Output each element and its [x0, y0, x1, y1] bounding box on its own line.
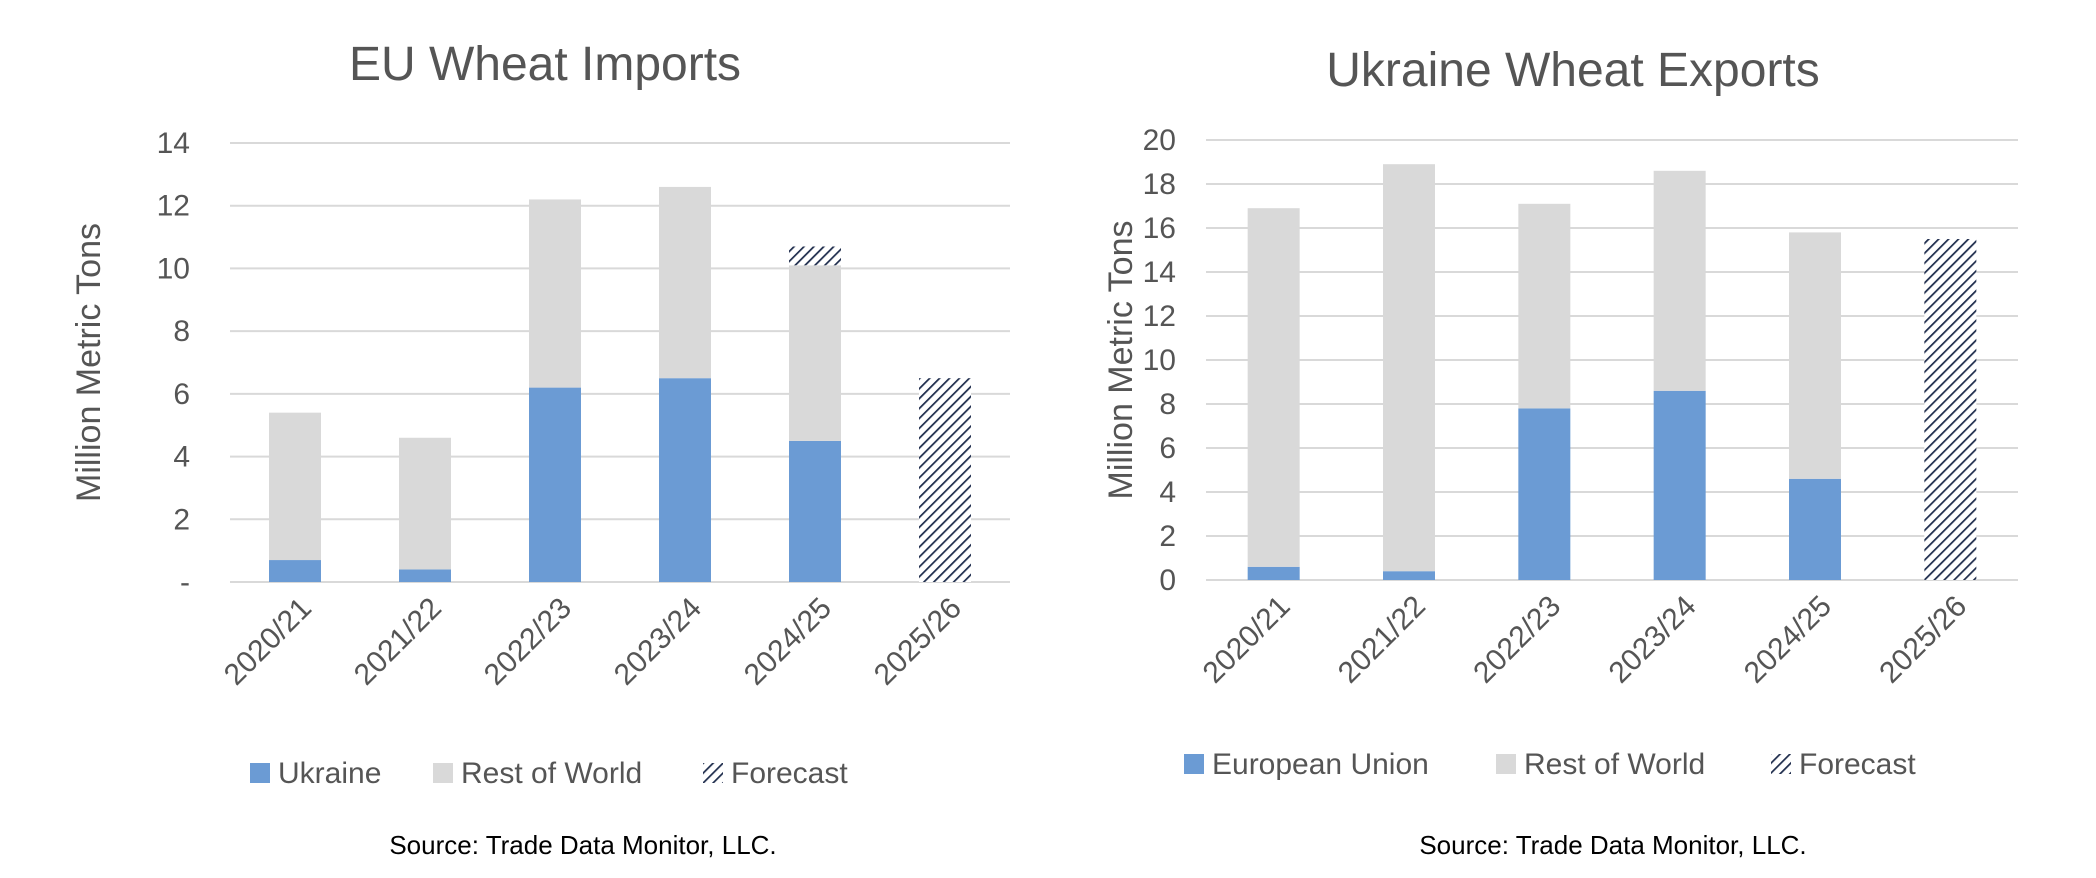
y-tick-label: 18 [1143, 168, 1176, 201]
bar-rest-of-world [659, 186, 711, 379]
legend-swatch [250, 763, 270, 783]
x-tick-label: 2020/21 [218, 592, 318, 692]
bar-ukraine [659, 378, 711, 582]
x-tick-label: 2025/26 [1873, 590, 1973, 690]
source-note: Source: Trade Data Monitor, LLC. [389, 830, 776, 860]
bar-ukraine [529, 387, 581, 582]
x-tick-label: 2025/26 [868, 592, 968, 692]
x-tick-label: 2024/25 [738, 592, 838, 692]
y-axis-label: Million Metric Tons [1102, 220, 1140, 499]
legend-swatch [1771, 754, 1791, 774]
y-tick-label: 0 [1159, 564, 1176, 597]
y-tick-label: 8 [173, 315, 190, 348]
x-tick-label: 2023/24 [608, 592, 708, 692]
eu-wheat-imports-panel: EU Wheat Imports - 2 4 6 8 10 12 14 Million Metri… [70, 38, 1010, 860]
bar-ukraine [789, 440, 841, 582]
bar-rest-of-world [1383, 164, 1435, 572]
bar-rest-of-world [1653, 170, 1706, 391]
y-tick-label: 12 [1143, 300, 1176, 333]
y-tick-label: 10 [1143, 344, 1176, 377]
legend-label: European Union [1212, 748, 1429, 781]
bar-rest-of-world [1789, 232, 1841, 479]
x-tick-label: 2024/25 [1738, 590, 1838, 690]
eu-wheat-imports-chart: EU Wheat Imports - 2 4 6 8 10 12 14 Million Metri… [70, 38, 1010, 860]
y-tick-label: 20 [1143, 124, 1176, 157]
legend-swatch [703, 763, 723, 783]
y-tick-label: 6 [1159, 432, 1176, 465]
x-tick-label: 2023/24 [1603, 590, 1703, 690]
y-axis-label: Million Metric Tons [70, 223, 108, 502]
y-tick-label: 8 [1159, 388, 1176, 421]
bar-european-union [1247, 566, 1300, 580]
y-tick-label: - [180, 566, 190, 599]
y-tick-label: 6 [173, 378, 190, 411]
bar-rest-of-world [529, 199, 581, 388]
y-tick-label: 2 [1159, 520, 1176, 553]
bar-rest-of-world [1518, 203, 1571, 409]
legend-swatch [433, 763, 453, 783]
chart-title: Ukraine Wheat Exports [1326, 44, 1820, 97]
y-tick-label: 2 [173, 503, 190, 536]
ukraine-wheat-exports-chart: Ukraine Wheat Exports 0 2 4 6 8 10 12 14 16 18 20 Mi… [1102, 44, 2018, 860]
ukraine-wheat-exports-panel: Ukraine Wheat Exports 0 2 4 6 8 10 12 14 16 18 20 Mi… [1048, 0, 2096, 878]
x-tick-label: 2022/23 [478, 592, 578, 692]
bar-european-union [1789, 478, 1841, 580]
legend-swatch [1496, 754, 1516, 774]
bar-rest-of-world [399, 437, 451, 570]
y-tick-label: 14 [1143, 256, 1176, 289]
legend-label: Rest of World [461, 757, 642, 790]
x-tick-label: 2022/23 [1467, 590, 1567, 690]
bar-forecast [789, 246, 841, 266]
legend-label: Forecast [1799, 748, 1916, 781]
y-tick-label: 4 [1159, 476, 1176, 509]
y-tick-label: 10 [157, 252, 190, 285]
legend-swatch [1184, 754, 1204, 774]
bar-ukraine [399, 569, 451, 582]
legend-label: Ukraine [278, 757, 381, 790]
source-note: Source: Trade Data Monitor, LLC. [1419, 830, 1806, 860]
x-tick-label: 2020/21 [1197, 590, 1297, 690]
bar-rest-of-world [789, 265, 841, 441]
bar-forecast [919, 378, 971, 582]
y-tick-label: 16 [1143, 212, 1176, 245]
legend-label: Forecast [731, 757, 848, 790]
bar-european-union [1518, 408, 1571, 580]
y-tick-label: 4 [173, 441, 190, 474]
bar-rest-of-world [269, 412, 321, 561]
x-tick-label: 2021/22 [1332, 590, 1432, 690]
legend-label: Rest of World [1524, 748, 1705, 781]
bar-rest-of-world [1247, 208, 1300, 567]
y-tick-label: 12 [157, 190, 190, 223]
bar-european-union [1653, 390, 1706, 580]
x-tick-label: 2021/22 [348, 592, 448, 692]
y-tick-label: 14 [157, 127, 190, 160]
bar-ukraine [269, 560, 321, 582]
chart-title: EU Wheat Imports [349, 38, 741, 91]
bar-forecast [1924, 239, 1977, 580]
bar-european-union [1383, 571, 1435, 580]
